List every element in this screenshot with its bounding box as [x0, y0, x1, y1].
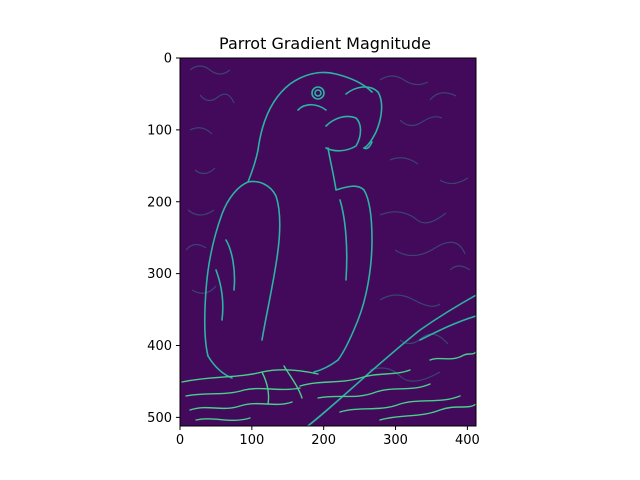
- x-axis: 0 100 200 300 400: [176, 426, 480, 448]
- x-tick-label: 300: [383, 433, 408, 448]
- chart-title: Parrot Gradient Magnitude: [219, 34, 431, 53]
- y-tick-label: 300: [147, 267, 172, 282]
- y-tick-label: 200: [147, 195, 172, 210]
- background-texture: [185, 65, 471, 382]
- heatmap-image: [180, 58, 476, 426]
- y-tick-label: 500: [147, 411, 172, 426]
- plot-frame: [179, 57, 477, 427]
- image-background: [180, 58, 476, 426]
- y-tick-label: 100: [147, 123, 172, 138]
- x-tick-label: 100: [239, 433, 264, 448]
- y-axis: 0 100 200 300 400 500: [147, 52, 180, 426]
- branch-texture: [181, 351, 476, 421]
- x-tick-label: 200: [311, 433, 336, 448]
- y-tick-label: 0: [164, 52, 172, 67]
- x-tick-label: 0: [176, 433, 184, 448]
- y-tick-label: 400: [147, 339, 172, 354]
- x-tick-label: 400: [455, 433, 480, 448]
- parrot-edges: [203, 71, 476, 426]
